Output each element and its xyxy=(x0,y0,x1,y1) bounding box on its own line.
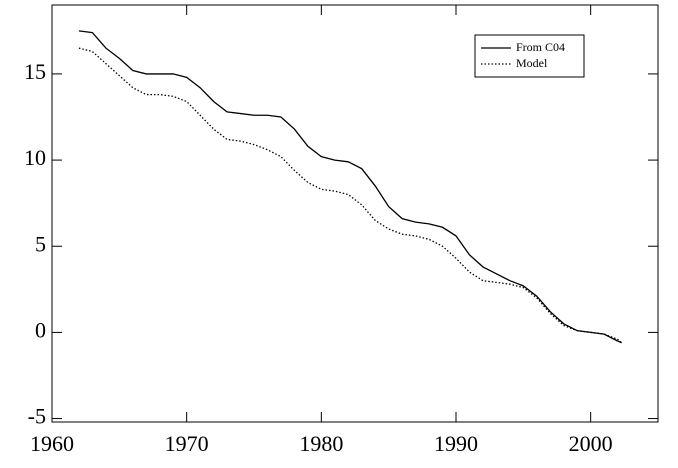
y-tick-label: 10 xyxy=(24,145,46,170)
x-tick-label: 1980 xyxy=(299,431,343,456)
legend-label: Model xyxy=(516,56,548,70)
data-line xyxy=(78,47,623,344)
x-tick-label: 1990 xyxy=(434,431,478,456)
legend-box xyxy=(474,34,585,78)
y-tick-label: 5 xyxy=(35,231,46,256)
plot-frame xyxy=(51,4,659,423)
data-line xyxy=(78,30,622,344)
x-tick-label: 1960 xyxy=(30,431,74,456)
y-tick-label: 15 xyxy=(24,59,46,84)
y-tick-label: -5 xyxy=(28,404,46,429)
legend-label: From C04 xyxy=(516,40,565,54)
x-tick-label: 2000 xyxy=(569,431,613,456)
x-tick-label: 1970 xyxy=(165,431,209,456)
y-tick-label: 0 xyxy=(35,317,46,342)
